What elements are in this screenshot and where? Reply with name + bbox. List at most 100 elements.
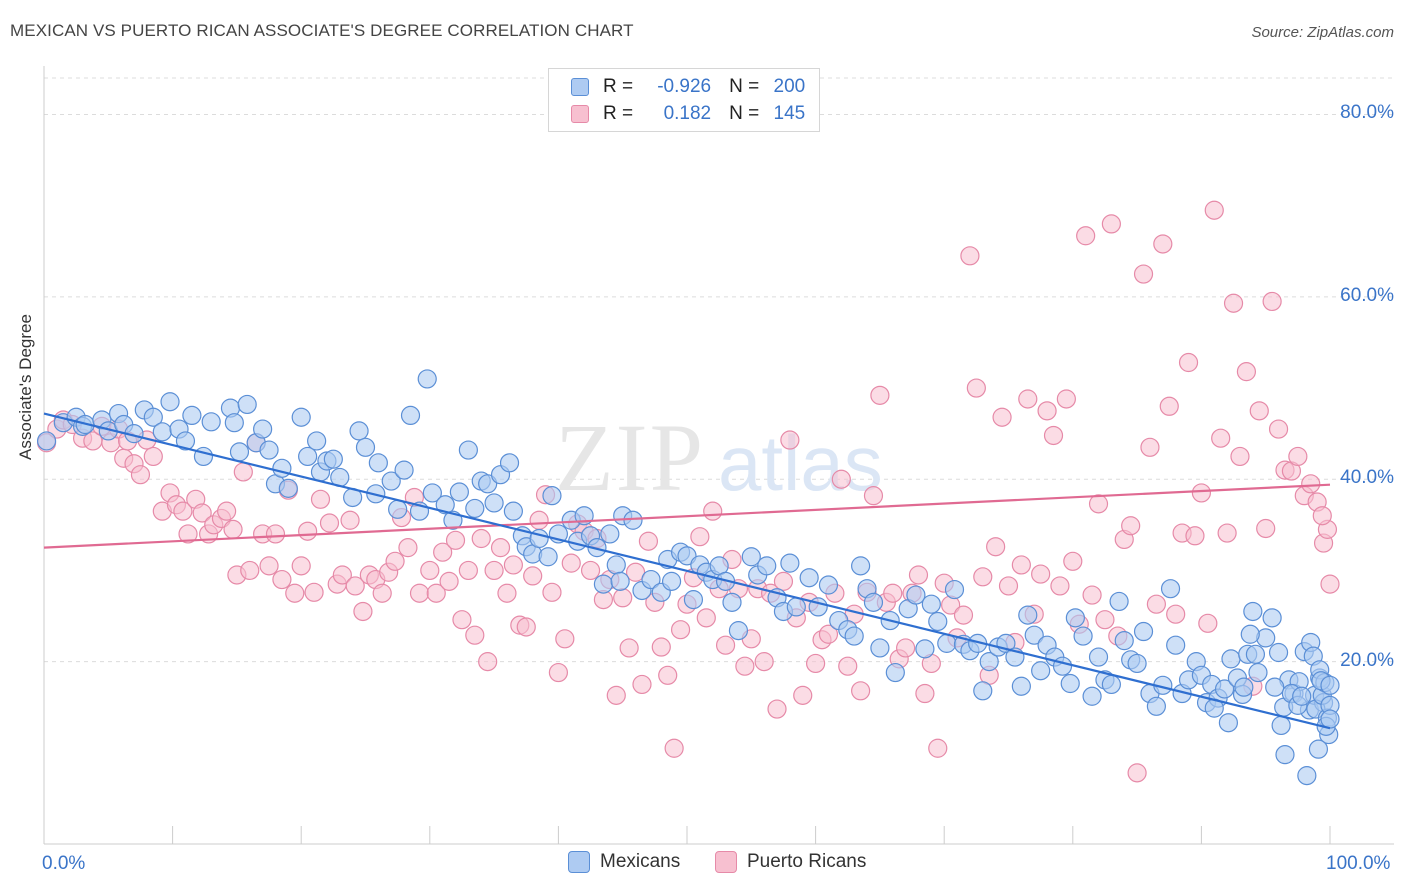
mexican-point [160, 392, 180, 412]
mexican-point [593, 574, 614, 594]
mexican-point [435, 495, 455, 515]
puerto-rican-point [319, 513, 340, 533]
puerto-rican-point [1050, 576, 1070, 596]
x-tick-max: 100.0% [1326, 853, 1391, 874]
mexican-point [484, 493, 504, 513]
y-tick-label: 40.0% [1340, 467, 1394, 489]
puerto-rican-point [192, 503, 212, 523]
puerto-rican-point [915, 683, 935, 704]
mexican-point [757, 556, 777, 576]
mexican-point [36, 431, 57, 451]
mexican-point [1320, 709, 1340, 729]
puerto-rican-point [259, 556, 279, 576]
puerto-rican-point [1159, 396, 1179, 416]
puerto-ricans-legend-swatch [715, 851, 737, 873]
mexican-point [1160, 579, 1181, 599]
mexican-point [272, 458, 292, 478]
puerto-rican-point [606, 685, 626, 705]
puerto-rican-point [670, 620, 691, 640]
mexican-point [606, 555, 626, 575]
puerto-rican-point [409, 583, 430, 603]
mexican-point [780, 553, 800, 573]
watermark: ZIP atlas [555, 404, 883, 511]
mexican-point [253, 419, 273, 439]
puerto-rican-point [851, 681, 871, 701]
y-tick-label: 20.0% [1340, 649, 1394, 671]
legend-row-puerto-ricans: R = 0.182 N = 145 [571, 101, 805, 127]
puerto-rican-point [439, 571, 459, 591]
puerto-rican-point [516, 617, 536, 637]
mexican-point [1011, 676, 1031, 696]
puerto-rican-point [471, 528, 491, 549]
puerto-rican-point [1037, 401, 1057, 421]
puerto-rican-point [632, 674, 652, 695]
puerto-rican-point [1076, 226, 1096, 246]
puerto-rican-point [928, 738, 948, 758]
puerto-rican-point [1082, 585, 1102, 605]
puerto-rican-point [613, 588, 633, 608]
puerto-rican-point [398, 538, 418, 558]
mexican-point [542, 486, 562, 506]
source-label: Source: ZipAtlas.com [1251, 24, 1394, 41]
puerto-rican-point [838, 656, 858, 676]
mexican-trend-line [43, 412, 1331, 730]
puerto-rican-point [1185, 526, 1205, 546]
puerto-rican-point [561, 553, 581, 573]
chart-title: MEXICAN VS PUERTO RICAN ASSOCIATE'S DEGR… [10, 21, 634, 40]
puerto-rican-point [265, 524, 286, 544]
mexican-point [278, 478, 298, 498]
puerto-rican-point [1268, 419, 1289, 439]
puerto-rican-point [619, 638, 639, 658]
puerto-rican-point [426, 583, 446, 603]
puerto-rican-point [285, 583, 305, 603]
puerto-rican-point [523, 566, 543, 586]
puerto-rican-point [1198, 613, 1218, 633]
mexican-point [298, 446, 318, 467]
mexican-point [928, 611, 948, 632]
mexican-point [538, 547, 558, 567]
mexican-point [237, 394, 257, 415]
mexican-point [182, 405, 202, 426]
puerto-rican-point [542, 582, 562, 602]
puerto-rican-point [580, 560, 601, 581]
mexicans-swatch [571, 78, 589, 96]
puerto-rican-point [1211, 428, 1231, 448]
puerto-rican-point [1166, 604, 1186, 624]
puerto-rican-point [1146, 594, 1166, 614]
mexican-point [388, 499, 408, 519]
mexican-point [623, 510, 643, 530]
puerto-rican-point [340, 510, 360, 530]
mexicans-n-value: 200 [773, 76, 806, 97]
puerto-rican-point [696, 608, 716, 628]
y-tick-label: 60.0% [1340, 284, 1394, 306]
mexican-point [417, 369, 437, 389]
legend-item-mexicans[interactable]: Mexicans [568, 851, 680, 873]
puerto-rican-point [372, 583, 392, 603]
legend-item-puerto-ricans[interactable]: Puerto Ricans [715, 851, 866, 873]
puerto-rican-point [1095, 610, 1115, 630]
puerto-rican-point [767, 699, 787, 719]
watermark-atlas: atlas [718, 419, 883, 507]
puerto-ricans-swatch [571, 105, 589, 123]
mexican-point [851, 556, 871, 576]
puerto-rican-point [272, 569, 292, 590]
mexican-point [201, 412, 221, 432]
mexican-point [259, 440, 279, 460]
puerto-rican-point [555, 629, 575, 649]
mexican-point [499, 453, 520, 473]
puerto-rican-point [973, 567, 993, 587]
puerto-rican-point [298, 521, 318, 541]
puerto-rican-point [953, 605, 974, 625]
puerto-rican-point [831, 469, 851, 489]
mexican-point [458, 440, 478, 460]
x-tick-min: 0.0% [42, 853, 86, 874]
mexican-point [1109, 591, 1129, 612]
mexican-point [1060, 673, 1080, 694]
mexican-point [291, 407, 311, 427]
puerto-rican-point [638, 531, 659, 551]
mexican-point [143, 407, 163, 427]
puerto-rican-point [703, 501, 723, 521]
puerto-rican-point [780, 430, 800, 450]
mexicans-n-label: N = [729, 76, 760, 97]
puerto-rican-point [490, 538, 511, 558]
